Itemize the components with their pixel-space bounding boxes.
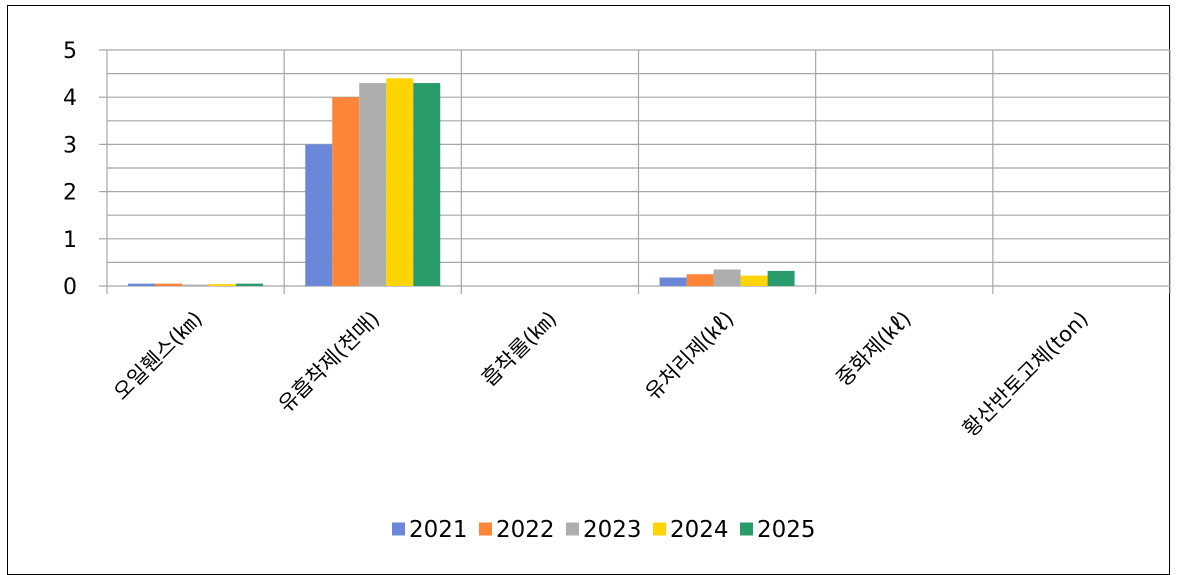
y-tick-label: 1	[63, 228, 77, 253]
bar-2024-1	[386, 78, 414, 286]
bar-2022-3	[686, 274, 714, 286]
bar-2025-3	[767, 270, 795, 286]
category-label: 오일휀스(㎞)	[109, 307, 207, 405]
grid-lines	[99, 49, 1171, 294]
x-axis-categories: 오일휀스(㎞) 유흡착제(천매) 흡착롤(㎞) 유처리제(㎘) 중화제(㎘) 황산반토고체…	[109, 307, 1093, 442]
bar-2022-0	[155, 283, 183, 286]
y-tick-label: 4	[63, 86, 77, 111]
legend: 2021 2022 2023 2024 2025	[392, 517, 816, 543]
legend-label: 2021	[409, 517, 468, 543]
bars-group	[128, 78, 795, 286]
bar-2021-3	[659, 277, 687, 286]
bar-2023-1	[359, 83, 387, 286]
bar-2021-1	[305, 144, 333, 286]
y-axis-ticks: 0 1 2 3 4 5	[63, 39, 77, 300]
y-tick-label: 3	[63, 133, 77, 158]
bar-2021-0	[128, 283, 156, 286]
bar-2022-1	[332, 97, 360, 286]
bar-2023-3	[713, 269, 741, 286]
bar-2024-3	[740, 275, 768, 286]
category-label: 유흡착제(천매)	[274, 307, 385, 418]
category-label: 중화제(㎘)	[831, 307, 915, 391]
y-tick-label: 2	[63, 181, 77, 206]
legend-swatch	[479, 522, 492, 536]
y-tick-label: 5	[63, 39, 77, 64]
legend-label: 2025	[757, 517, 816, 543]
bar-2025-0	[236, 283, 264, 286]
bar-2023-0	[182, 284, 210, 286]
category-label: 황산반토고체(ton)	[958, 307, 1093, 442]
category-label: 유처리제(㎘)	[641, 307, 739, 405]
legend-label: 2022	[496, 517, 555, 543]
bar-2024-0	[209, 284, 237, 286]
legend-label: 2024	[670, 517, 729, 543]
y-tick-label: 0	[63, 275, 77, 300]
legend-swatch	[653, 522, 666, 536]
bar-2025-1	[413, 83, 441, 286]
legend-swatch	[566, 522, 579, 536]
bar-chart: 0 1 2 3 4 5 오일휀스(㎞) 유흡착제(천매) 흡착롤(㎞) 유처리제(㎘) 중화제(㎘…	[63, 39, 1171, 543]
legend-label: 2023	[583, 517, 642, 543]
legend-swatch	[740, 522, 753, 536]
category-label: 흡착롤(㎞)	[477, 307, 561, 391]
legend-swatch	[392, 522, 405, 536]
